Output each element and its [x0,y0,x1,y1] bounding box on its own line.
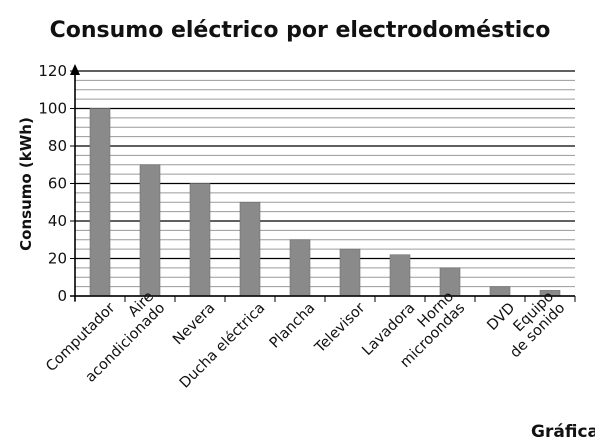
x-category-label: Plancha [267,300,319,352]
x-category-label-line: Nevera [170,300,218,348]
x-category-label-line: Plancha [267,300,319,352]
y-tick-label: 40 [48,212,67,230]
y-tick-label: 120 [38,62,67,80]
x-category-label-line: DVD [484,300,518,334]
y-tick-labels: 0 20 40 60 80 100 120 [38,62,67,305]
y-tick-label: 60 [48,175,67,193]
y-tick-label: 0 [57,287,67,305]
y-tick-label: 80 [48,137,67,155]
x-category-label-line: Ducha eléctrica [177,300,268,391]
axes [70,64,576,302]
y-tick-label: 100 [38,100,67,118]
bar [239,201,261,297]
chart-title: Consumo eléctrico por electrodoméstico [50,18,551,43]
bars [89,108,561,297]
y-axis-arrow [70,64,80,75]
bar [339,248,361,297]
figure-caption: Gráfica [531,422,595,442]
y-axis-label: Consumo (kWh) [17,117,35,251]
bar [189,183,211,297]
bar [89,108,111,297]
x-category-label: Ducha eléctrica [177,300,268,391]
bar [489,286,511,297]
y-tick-label: 20 [48,250,67,268]
bar [289,239,311,297]
bar [139,164,161,297]
bar [389,254,411,297]
x-category-label: DVD [484,300,518,334]
x-category-label: Nevera [170,300,218,348]
